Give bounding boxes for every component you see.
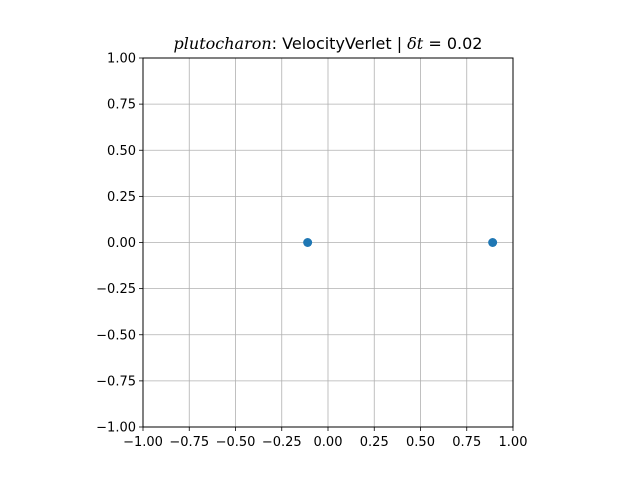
x-tick-label: −0.50 [216,435,256,450]
data-point [488,238,498,247]
x-tick-label: −0.75 [169,435,209,450]
x-tick-label: −1.00 [123,435,163,450]
axis-ticks: −1.00 −0.75 −0.50 −0.25 0.00 0.25 0.50 0.75 1.00… [96,52,527,451]
chart-title: plutocharon: VelocityVerlet | δt = 0.02 [174,34,483,53]
y-tick-label: 0.50 [107,144,136,159]
title-dt-equals: = [423,34,447,53]
y-tick-label: −1.00 [96,421,136,436]
x-tick-label: 0.00 [314,435,343,450]
y-tick-label: 0.75 [107,98,136,113]
y-tick-label: 1.00 [107,52,136,67]
y-tick-label: −0.75 [96,374,136,389]
title-dt-value: 0.02 [447,34,483,53]
title-method: VelocityVerlet [282,34,391,53]
x-tick-label: −0.25 [262,435,302,450]
title-divider: | [392,34,408,53]
grid [142,57,514,428]
x-tick-label: 1.00 [499,435,528,450]
x-tick-label: 0.75 [452,435,481,450]
y-tick-label: −0.50 [96,328,136,343]
y-tick-label: −0.25 [96,282,136,297]
y-tick-label: 0.25 [107,190,136,205]
x-tick-label: 0.25 [360,435,389,450]
title-system: plutocharon [174,34,272,53]
x-tick-label: 0.50 [406,435,435,450]
title-dt-symbol: δt [407,34,424,53]
data-point [303,238,313,247]
y-tick-label: 0.00 [107,236,136,251]
title-separator: : [272,34,282,53]
data-points [303,238,498,247]
